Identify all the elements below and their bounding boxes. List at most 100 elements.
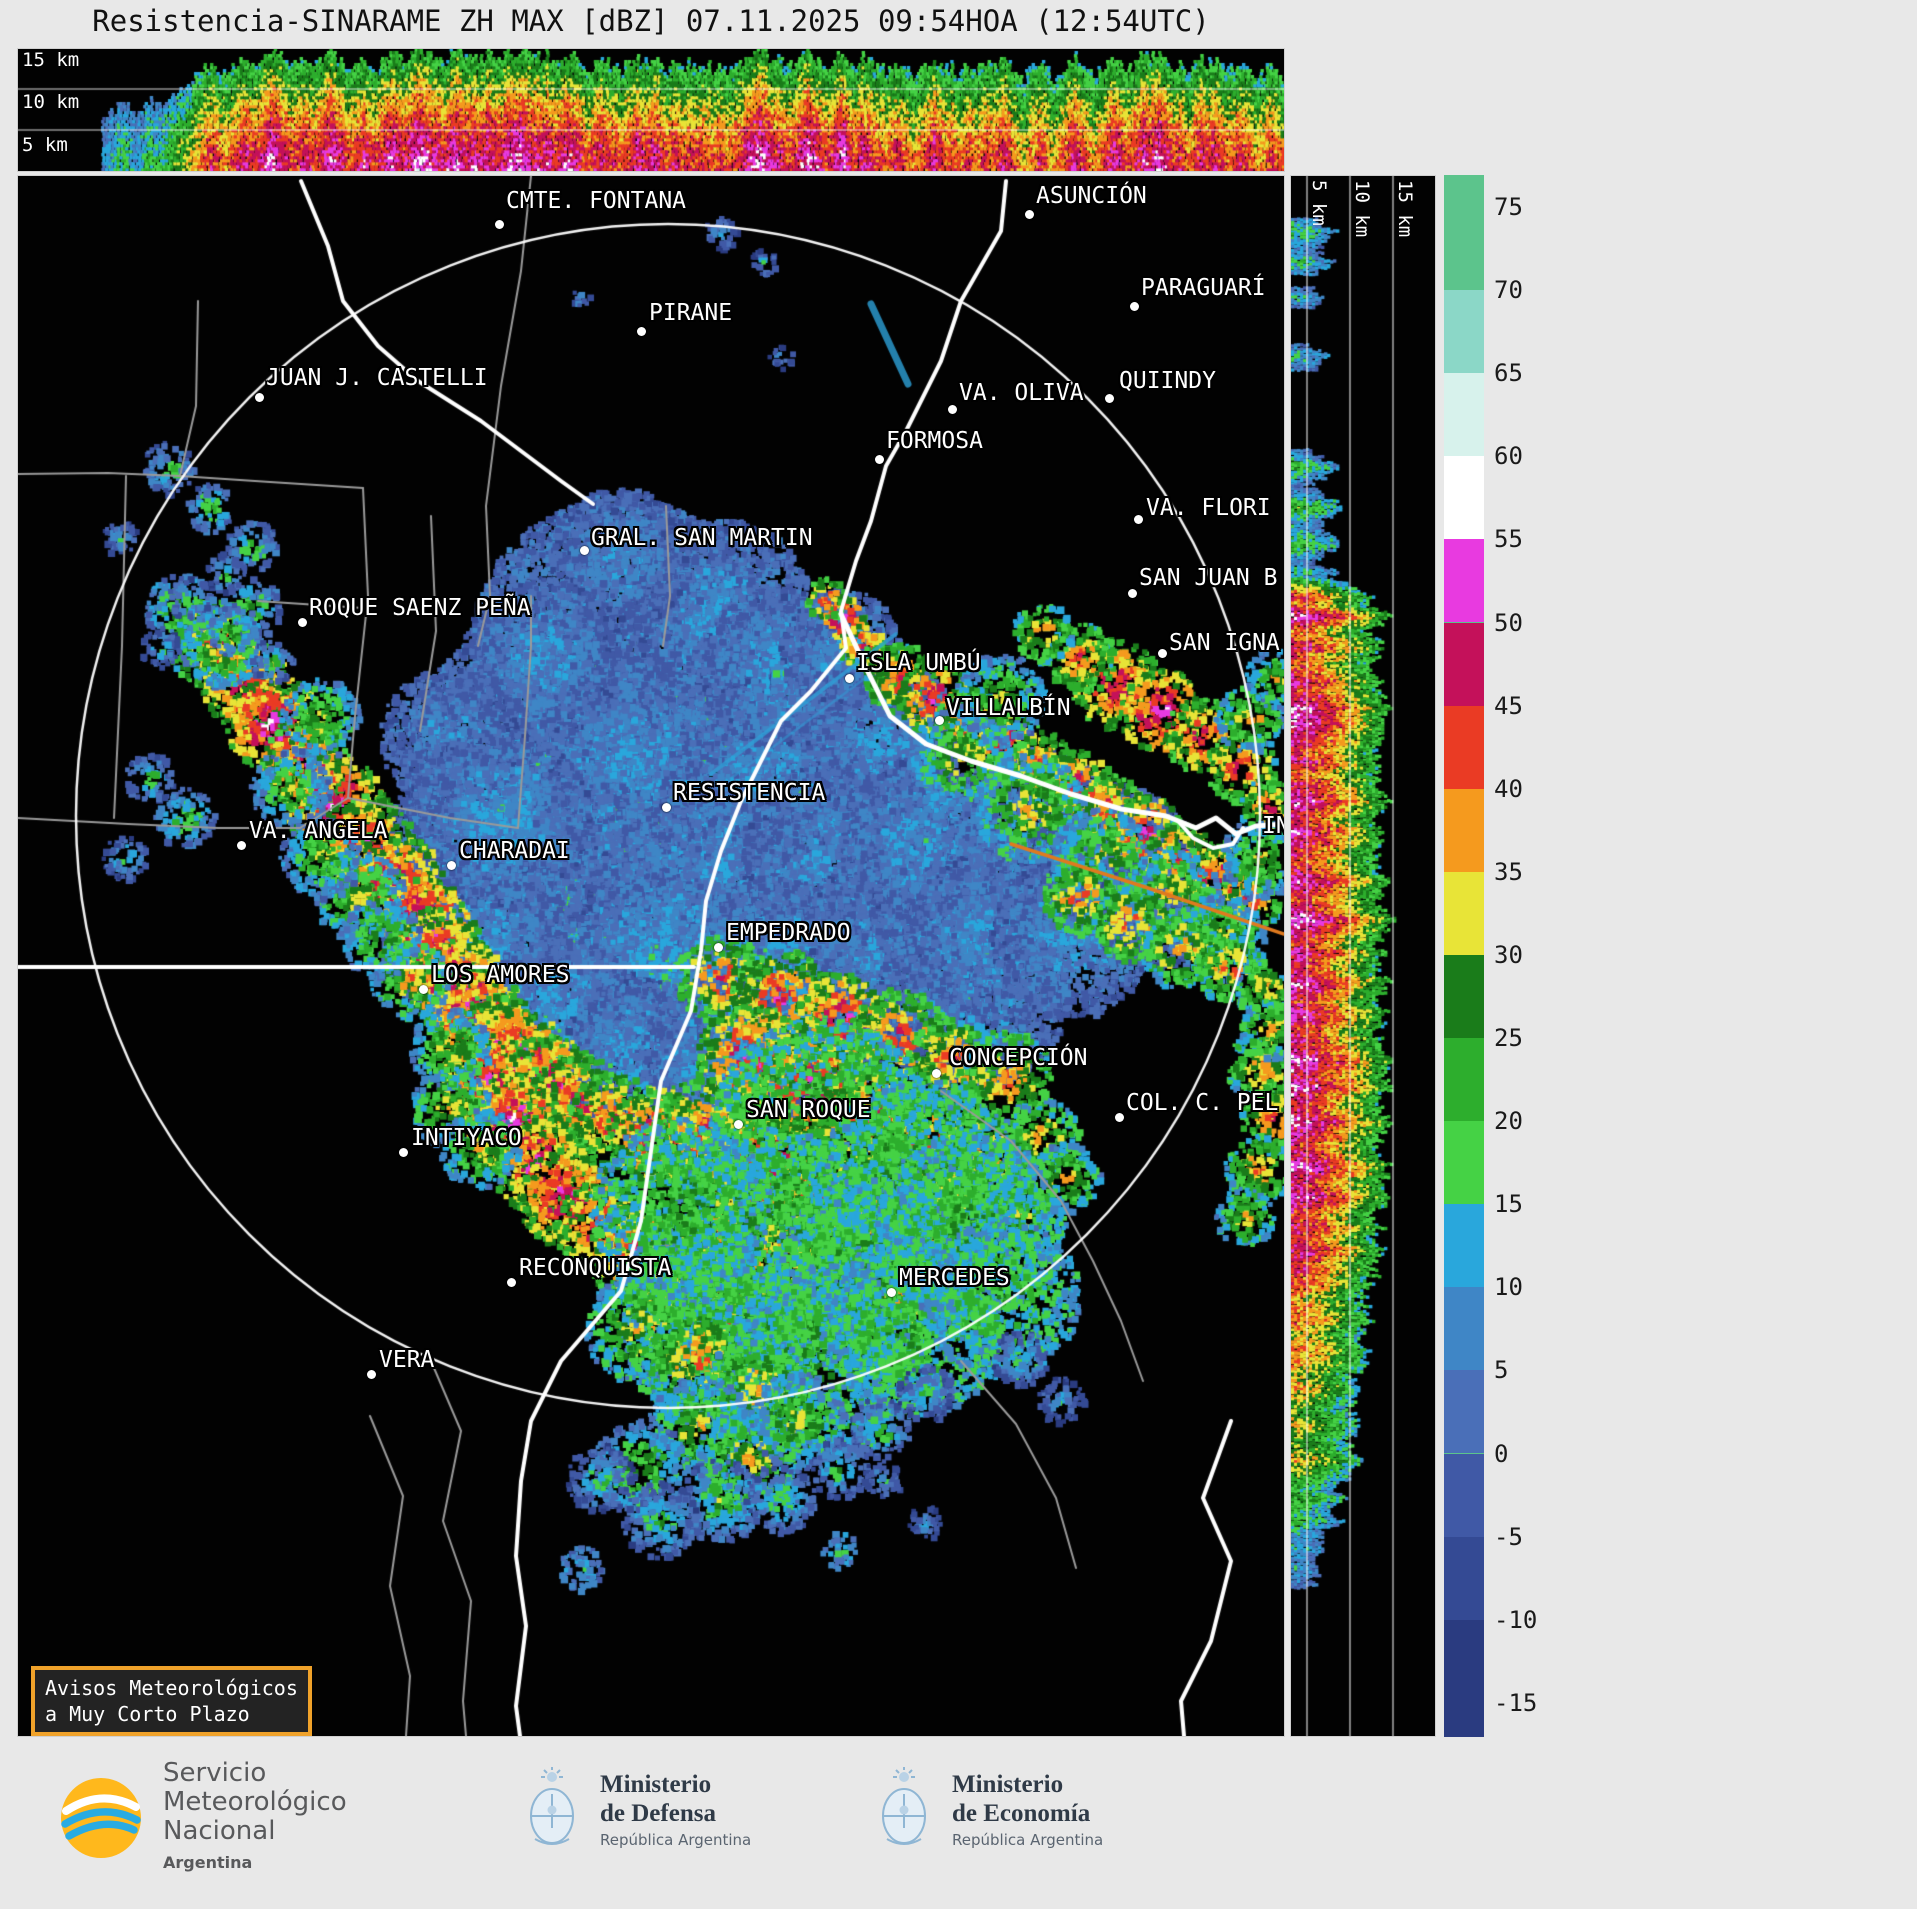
city-label: EMPEDRADO (726, 920, 851, 946)
city-dot (419, 985, 428, 994)
city-label: VERA (379, 1347, 435, 1373)
ministry-sub-label: República Argentina (600, 1830, 752, 1849)
city-label: LOS AMORES (431, 962, 570, 988)
city-label: RECONQUISTA (519, 1255, 672, 1281)
city-dot (255, 393, 264, 402)
colorbar-segment (1444, 207, 1484, 291)
coat-of-arms-icon (530, 1767, 574, 1845)
smn-logo-text: Servicio Meteorológico Nacional Argentin… (163, 1759, 347, 1877)
colorbar-segment (1444, 290, 1484, 374)
radar-map-panel: CMTE. FONTANA ASUNCIÓN PIRANE PARAGUARÍ JUAN… (17, 175, 1285, 1737)
city-dot (1128, 589, 1137, 598)
smn-text-line: Nacional (163, 1816, 276, 1846)
ministry-name-line: de Defensa (600, 1799, 716, 1827)
city-dot (637, 327, 646, 336)
smn-logo-block: Servicio Meteorológico Nacional Argentin… (55, 1759, 347, 1877)
colorbar-segment (1444, 1453, 1484, 1537)
smn-logo-icon (61, 1778, 141, 1858)
city-dot (237, 841, 246, 850)
city-labels-layer: CMTE. FONTANA ASUNCIÓN PIRANE PARAGUARÍ JUAN… (18, 176, 1284, 1736)
cross-section-top-panel: 15 km 10 km 5 km (17, 48, 1285, 172)
city-label: VA. FLORI (1146, 495, 1271, 521)
colorbar-tick-label: 75 (1494, 193, 1523, 221)
colorbar-segment (1444, 1204, 1484, 1288)
city-dot (845, 674, 854, 683)
defensa-text: Ministerio de Defensa República Argentin… (600, 1770, 751, 1849)
city-label: CHARADAI (459, 838, 570, 864)
city-label: GRAL. SAN MARTIN (591, 525, 813, 551)
city-dot (887, 1288, 896, 1297)
colorbar-tick-label: 5 (1494, 1356, 1509, 1385)
city-label: PARAGUARÍ (1141, 275, 1266, 301)
city-dot (1115, 1113, 1124, 1122)
city-label: FORMOSA (886, 428, 983, 454)
economia-logo-block: Ministerio de Economía República Argenti… (872, 1765, 1103, 1853)
city-label: SAN IGNA (1169, 630, 1280, 656)
radar-map-canvas (18, 176, 1284, 1736)
colorbar-tick-label: 10 (1494, 1273, 1523, 1302)
ministry-name-line: Ministerio (600, 1770, 712, 1798)
city-dot (298, 618, 307, 627)
altitude-label-5km-side: 5 km (1308, 180, 1330, 226)
warning-badge-line1: Avisos Meteorológicos (45, 1676, 298, 1700)
city-dot (447, 861, 456, 870)
city-label: JUAN J. CASTELLI (266, 365, 488, 391)
city-label: VA. ANGELA (249, 818, 388, 844)
cross-section-right-canvas (1291, 176, 1435, 1736)
colorbar-segment (1444, 373, 1484, 457)
city-dot (1134, 515, 1143, 524)
colorbar-tick-label: 15 (1494, 1190, 1523, 1219)
city-label: VA. OLIVA (959, 380, 1084, 406)
footer: Servicio Meteorológico Nacional Argentin… (0, 1737, 1917, 1909)
colorbar-tick-label: 70 (1494, 276, 1523, 305)
city-label: QUIINDY (1119, 368, 1216, 394)
city-dot (399, 1148, 408, 1157)
city-label: COL. C. PEL (1126, 1090, 1279, 1116)
altitude-label-10km: 10 km (22, 91, 80, 113)
altitude-label-10km-side: 10 km (1351, 180, 1373, 238)
smn-text-line: Servicio (163, 1758, 267, 1788)
colorbar-segment (1444, 456, 1484, 540)
colorbar-segment (1444, 705, 1484, 789)
cross-section-top-canvas (18, 49, 1284, 171)
coat-of-arms-icon (882, 1767, 926, 1845)
city-dot (734, 1120, 743, 1129)
colorbar-segment (1444, 954, 1484, 1038)
colorbar-segment (1444, 788, 1484, 872)
city-label: ROQUE SAENZ PEÑA (309, 595, 531, 621)
city-label: PIRANE (649, 300, 733, 326)
colorbar-tick-label: 65 (1494, 359, 1523, 388)
product-title: Resistencia-SINARAME ZH MAX [dBZ] 07.11.… (92, 4, 1210, 38)
colorbar-segment (1444, 1536, 1484, 1620)
colorbar-tick-label: 0 (1494, 1439, 1509, 1468)
ministry-name-line: de Economía (952, 1799, 1091, 1827)
city-dot (935, 716, 944, 725)
city-label: SAN ROQUE (746, 1097, 871, 1123)
colorbar-segment (1444, 1038, 1484, 1122)
colorbar-tick-label: -5 (1494, 1522, 1523, 1551)
city-dot (932, 1069, 941, 1078)
colorbar-tick-label: 30 (1494, 940, 1523, 969)
city-label: CONCEPCIÓN (949, 1045, 1088, 1071)
city-label: MERCEDES (899, 1265, 1010, 1291)
city-label: IN (1262, 813, 1284, 839)
colorbar-tick-label: 35 (1494, 857, 1523, 886)
city-dot (1130, 302, 1139, 311)
city-dot (1025, 210, 1034, 219)
colorbar-tick-label: 25 (1494, 1024, 1523, 1052)
city-dot (507, 1278, 516, 1287)
cross-section-right-panel: 5 km 10 km 15 km (1290, 175, 1436, 1737)
colorbar-segment (1444, 1121, 1484, 1205)
warning-badge: Avisos Meteorológicos a Muy Corto Plazo (31, 1666, 312, 1736)
city-dot (662, 803, 671, 812)
colorbar-segment (1444, 1619, 1484, 1703)
colorbar-tick-label: 40 (1494, 774, 1523, 803)
altitude-label-15km: 15 km (22, 49, 80, 71)
city-dot (948, 405, 957, 414)
city-label: INTIYACO (411, 1125, 522, 1151)
economia-text: Ministerio de Economía República Argenti… (952, 1770, 1103, 1849)
colorbar-tick-label: 60 (1494, 442, 1523, 471)
colorbar-segment (1444, 1287, 1484, 1371)
colorbar-segment (1444, 1370, 1484, 1454)
